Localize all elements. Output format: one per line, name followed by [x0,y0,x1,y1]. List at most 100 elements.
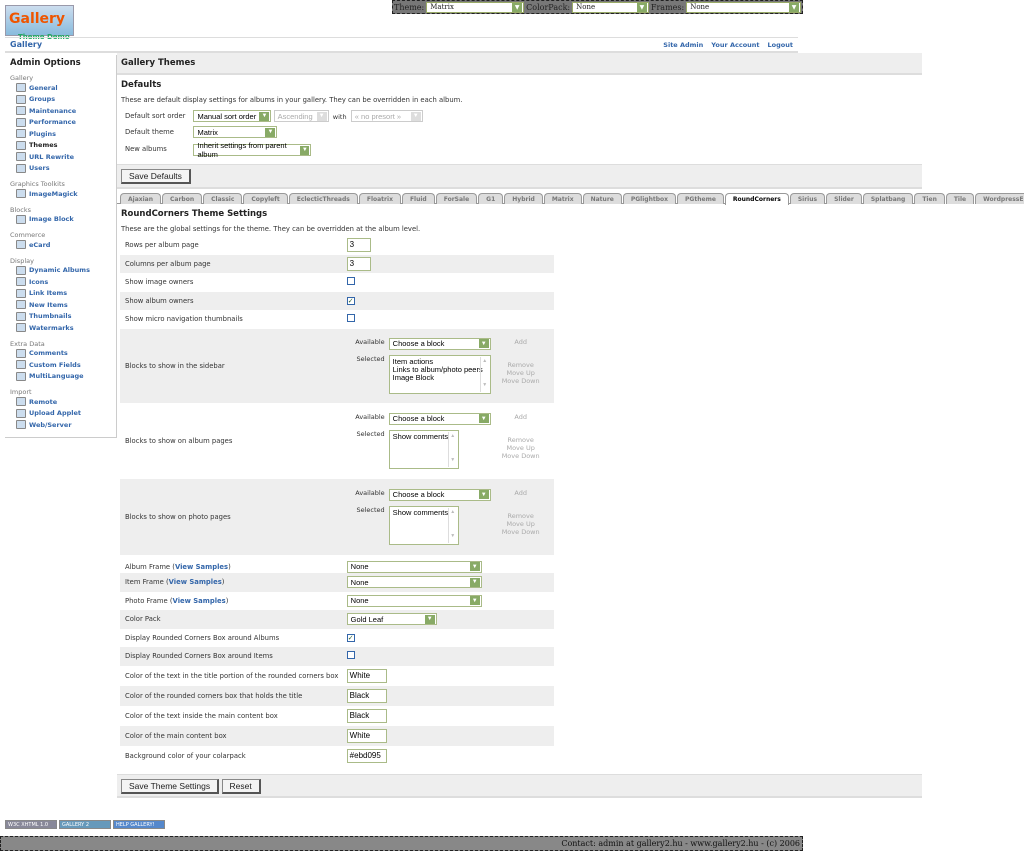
tab-ajaxian[interactable]: Ajaxian [120,193,161,204]
sidebar-item-custom-fields[interactable]: Custom Fields [10,359,111,371]
tab-tien[interactable]: Tien [914,193,945,204]
tab-wordpressembedded[interactable]: WordpressEmbedded [975,193,1024,204]
color-pack-select[interactable]: Gold Leaf ▼ [346,613,437,626]
sidebar-item-general[interactable]: General [10,82,111,94]
album-owners-checkbox[interactable]: ✓ [346,296,355,305]
default-theme-select[interactable]: Matrix ▼ [193,126,278,138]
sidebar-remove-button[interactable]: Remove [507,360,534,369]
tab-carbon[interactable]: Carbon [162,193,203,204]
sidebar-item-ecard[interactable]: eCard [10,239,111,251]
frames-select[interactable]: None ▼ [686,1,801,13]
album-available-select[interactable]: Choose a block ▼ [388,412,491,425]
sidebar-item-web-server[interactable]: Web/Server [10,419,111,431]
sidebar-item-link-items[interactable]: Link Items [10,288,111,300]
photo-remove-button[interactable]: Remove [507,511,534,520]
rc-items-checkbox[interactable] [346,651,355,660]
sidebar-item-new-items[interactable]: New Items [10,299,111,311]
tab-tile[interactable]: Tile [945,193,975,204]
sidebar-item-users[interactable]: Users [10,163,111,175]
scrollbar[interactable]: ▲ ▼ [447,431,457,467]
tab-eclecticthreads[interactable]: EclecticThreads [288,193,358,204]
album-add-button[interactable]: Add [514,412,527,421]
micro-nav-checkbox[interactable] [346,314,355,323]
site-admin-link[interactable]: Site Admin [663,41,704,49]
tab-matrix[interactable]: Matrix [543,193,582,204]
gallery-logo[interactable]: Gallery Theme Demo [5,5,74,41]
columns-input[interactable]: 3 [346,256,371,271]
album-selected-list[interactable]: Show comments ▲ ▼ [388,429,459,469]
logout-link[interactable]: Logout [767,41,793,49]
main-text-color-input[interactable]: Black [346,708,387,723]
theme-select[interactable]: Matrix ▼ [426,1,525,13]
album-move-down-button[interactable]: Move Down [501,451,540,460]
sidebar-item-dynamic-albums[interactable]: Dynamic Albums [10,265,111,277]
sidebar-item-thumbnails[interactable]: Thumbnails [10,311,111,323]
save-theme-settings-button[interactable]: Save Theme Settings [121,778,220,794]
sidebar-available-select[interactable]: Choose a block ▼ [388,337,491,350]
photo-add-button[interactable]: Add [514,488,527,497]
album-frame-view-samples-link[interactable]: View Samples [174,562,229,571]
sidebar-move-up-button[interactable]: Move Up [506,368,535,377]
reset-button[interactable]: Reset [221,778,261,794]
sidebar-item-maintenance[interactable]: Maintenance [10,105,111,117]
title-box-color-input[interactable]: Black [346,688,387,703]
tab-hybrid[interactable]: Hybrid [504,193,543,204]
sidebar-item-multilanguage[interactable]: MultiLanguage [10,371,111,383]
sidebar-add-button[interactable]: Add [514,337,527,346]
breadcrumb-gallery[interactable]: Gallery [10,40,43,49]
tab-pgtheme[interactable]: PGtheme [677,193,724,204]
sidebar-selected-list[interactable]: Item actions Links to album/photo peers … [388,354,491,394]
sidebar-item-remote[interactable]: Remote [10,396,111,408]
presort-select[interactable]: « no presort » ▼ [350,110,423,122]
image-owners-checkbox[interactable] [346,277,355,286]
gallery2-badge[interactable]: GALLERY 2 [59,820,111,829]
photo-available-select[interactable]: Choose a block ▼ [388,488,491,501]
sidebar-move-down-button[interactable]: Move Down [501,376,540,385]
tab-sirius[interactable]: Sirius [789,193,826,204]
bg-color-input[interactable]: #ebd095 [346,748,387,763]
sidebar-item-icons[interactable]: Icons [10,276,111,288]
tab-roundcorners[interactable]: RoundCorners [724,193,789,205]
album-frame-select[interactable]: None ▼ [346,560,482,573]
item-frame-view-samples-link[interactable]: View Samples [168,578,222,587]
item-frame-select[interactable]: None ▼ [346,576,482,589]
tab-floatrix[interactable]: Floatrix [358,193,401,204]
sidebar-item-comments[interactable]: Comments [10,348,111,360]
tab-classic[interactable]: Classic [203,193,243,204]
sort-direction-select[interactable]: Ascending ▼ [273,110,329,122]
main-box-color-input[interactable]: White [346,728,387,743]
your-account-link[interactable]: Your Account [711,41,760,49]
sidebar-item-image-block[interactable]: Image Block [10,214,111,226]
rc-albums-checkbox[interactable]: ✓ [346,633,355,642]
sidebar-item-themes[interactable]: Themes [10,140,111,152]
photo-move-down-button[interactable]: Move Down [501,527,540,536]
tab-copyleft[interactable]: Copyleft [243,193,288,204]
sidebar-item-watermarks[interactable]: Watermarks [10,322,111,334]
xhtml-badge[interactable]: W3C XHTML 1.0 [5,820,57,829]
album-move-up-button[interactable]: Move Up [506,443,535,452]
sort-order-select[interactable]: Manual sort order ▼ [193,110,272,122]
tab-slider[interactable]: Slider [826,193,862,204]
tab-fluid[interactable]: Fluid [401,193,435,204]
sidebar-item-groups[interactable]: Groups [10,94,111,106]
photo-move-up-button[interactable]: Move Up [506,519,535,528]
album-remove-button[interactable]: Remove [507,435,534,444]
new-albums-select[interactable]: Inherit settings from parent album ▼ [193,141,312,159]
help-gallery-badge[interactable]: HELP GALLERY! [113,820,165,829]
tab-nature[interactable]: Nature [582,193,622,204]
tab-forsale[interactable]: ForSale [435,193,478,204]
photo-frame-view-samples-link[interactable]: View Samples [172,596,226,605]
colorpack-select[interactable]: None ▼ [572,1,649,13]
sidebar-item-imagemagick[interactable]: ImageMagick [10,188,111,200]
photo-frame-select[interactable]: None ▼ [346,594,482,607]
sidebar-item-performance[interactable]: Performance [10,117,111,129]
sidebar-item-url-rewrite[interactable]: URL Rewrite [10,151,111,163]
sidebar-item-plugins[interactable]: Plugins [10,128,111,140]
tab-pglightbox[interactable]: PGlightbox [622,193,677,204]
save-defaults-button[interactable]: Save Defaults [121,169,191,184]
tab-g1[interactable]: G1 [478,193,504,204]
sidebar-item-upload-applet[interactable]: Upload Applet [10,408,111,420]
title-text-color-input[interactable]: White [346,668,387,683]
tab-splatbang[interactable]: Splatbang [862,193,914,204]
rows-input[interactable]: 3 [346,238,371,253]
